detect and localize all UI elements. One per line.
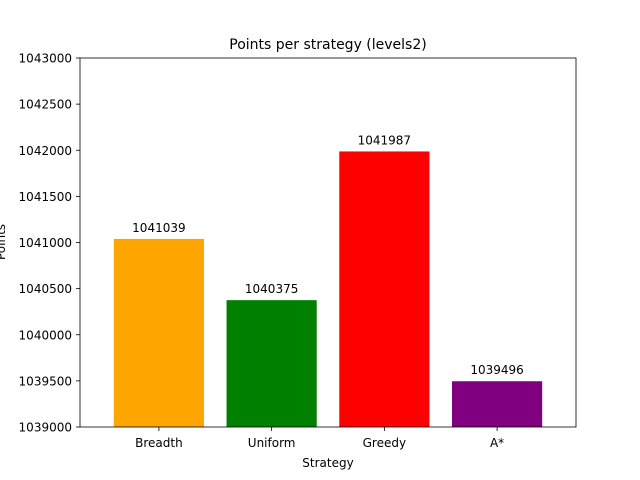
- y-tick-label: 1042000: [19, 144, 72, 158]
- x-tick-label: A*: [490, 436, 504, 450]
- y-tick-label: 1040000: [19, 328, 72, 342]
- x-axis-label: Strategy: [302, 456, 353, 470]
- x-tick-label: Greedy: [363, 436, 406, 450]
- y-axis-label: Points: [0, 224, 8, 260]
- bar-greedy: [339, 151, 430, 427]
- y-tick-label: 1039000: [19, 421, 72, 435]
- data-label: 1041987: [358, 133, 411, 147]
- y-tick-label: 1043000: [19, 52, 72, 66]
- y-tick-label: 1039500: [19, 374, 72, 388]
- data-label: 1041039: [132, 221, 185, 235]
- bar-breadth: [113, 238, 204, 427]
- data-label: 1040375: [245, 282, 298, 296]
- bar-uniform: [226, 300, 317, 427]
- y-tick-label: 1040500: [19, 282, 72, 296]
- chart-title: Points per strategy (levels2): [229, 37, 426, 53]
- data-label: 1039496: [470, 363, 523, 377]
- y-tick-label: 1042500: [19, 98, 72, 112]
- x-tick-label: Breadth: [135, 436, 183, 450]
- bar-aa-star: [452, 381, 543, 427]
- y-tick-label: 1041000: [19, 236, 72, 250]
- plot-frame: [79, 57, 577, 428]
- y-tick-label: 1041500: [19, 190, 72, 204]
- x-tick-label: Uniform: [248, 436, 296, 450]
